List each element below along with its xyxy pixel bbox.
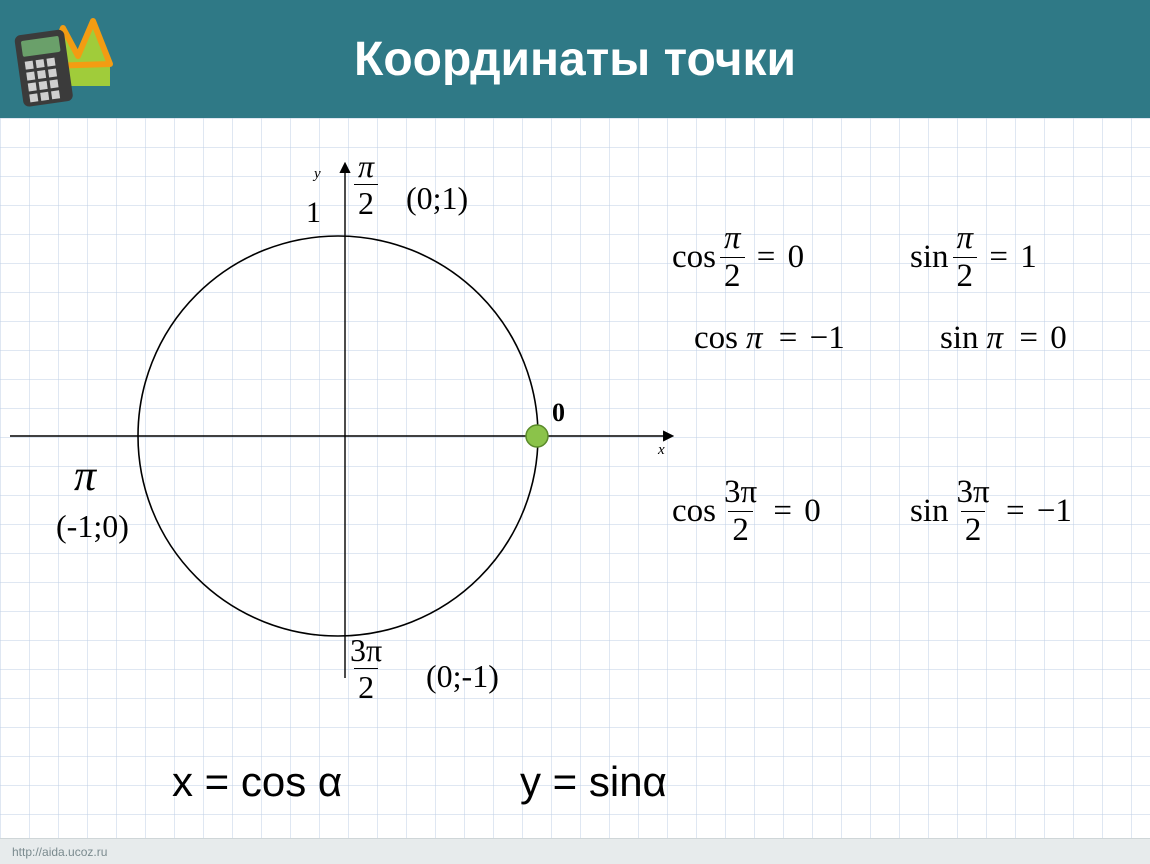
label-pi-over-2: π 2 [354,150,378,219]
footer-link: http://aida.ucoz.ru [12,845,107,859]
rhs: 0 [804,493,821,530]
den: 2 [728,511,753,547]
arg: π [742,320,767,357]
point-zero [526,425,548,447]
label-coord-0-1: (0;1) [406,180,468,217]
rhs: 1 [1020,239,1037,276]
den: 2 [961,511,986,547]
num: π [720,222,745,257]
label-3pi-over-2: 3π 2 [346,634,386,703]
num: 3π [953,476,994,511]
den: 2 [953,257,978,293]
den: 2 [720,257,745,293]
fn: sin [940,320,979,357]
fn: cos [672,239,716,276]
label-coord-m1-0: (-1;0) [56,508,129,545]
num: 3π [720,476,761,511]
pi2-den: 2 [354,184,378,219]
slide: Координаты точки [0,0,1150,864]
rhs: 0 [788,239,805,276]
slide-title: Координаты точки [354,32,796,87]
y-axis-label: y [312,166,321,182]
footer-bar: http://aida.ucoz.ru [0,838,1150,864]
fn: cos [694,320,738,357]
eq-cos-3pi2: cos 3π 2 = 0 [672,476,821,547]
3pi2-den: 2 [354,668,378,703]
eq-sin-pi: sin π = 0 [940,320,1067,357]
label-one: 1 [306,196,321,230]
eq-cos-pi2: cos π 2 = 0 [672,222,804,293]
eq-cos-pi: cos π = −1 [694,320,845,357]
3pi2-num: 3π [346,634,386,668]
num: π [953,222,978,257]
rhs: −1 [1037,493,1072,530]
fn: cos [672,493,716,530]
label-zero: 0 [552,398,565,428]
eq-sin-pi2: sin π 2 = 1 [910,222,1037,293]
fn: sin [910,493,949,530]
label-coord-0-m1: (0;-1) [426,658,499,695]
label-pi: π [74,450,96,501]
x-axis-label: x [657,442,665,458]
rhs: −1 [810,320,845,357]
pi2-num: π [354,150,378,184]
fn: sin [910,239,949,276]
eq-sin-3pi2: sin 3π 2 = −1 [910,476,1072,547]
logo-icon [8,6,118,116]
rhs: 0 [1050,320,1067,357]
eq-x-cos: x = cos α [172,758,342,806]
eq-y-sin: y = sinα [520,758,667,806]
arg: π [983,320,1008,357]
header-bar: Координаты точки [0,0,1150,118]
